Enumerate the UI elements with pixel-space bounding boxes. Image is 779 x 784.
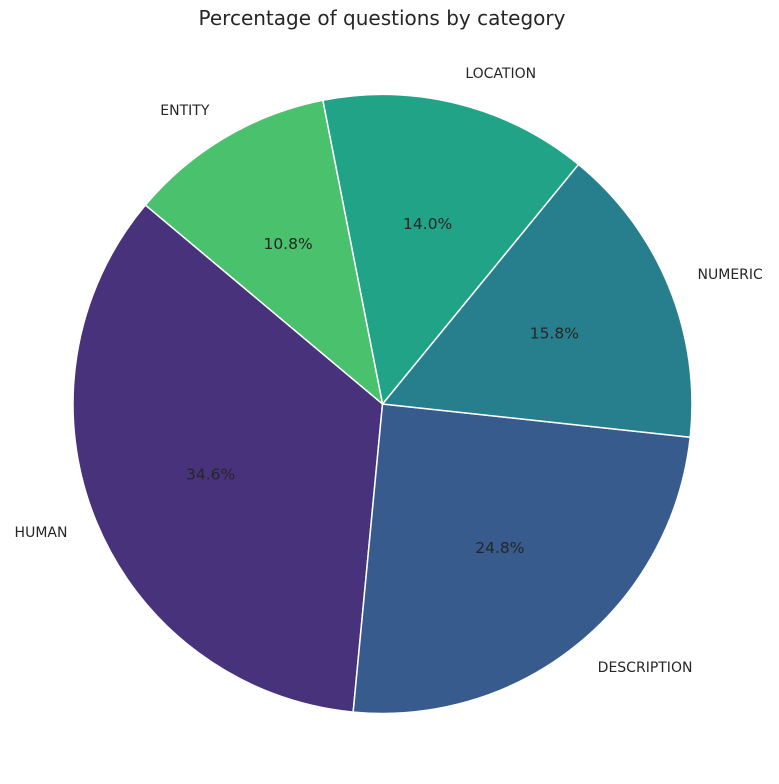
pct-label-location: 14.0%: [403, 215, 452, 233]
pct-label-human: 34.6%: [186, 465, 235, 483]
pct-label-entity: 10.8%: [263, 235, 312, 253]
pie-slice-human: [72, 204, 384, 713]
category-label-numeric: NUMERIC: [698, 267, 764, 283]
pct-label-numeric: 15.8%: [530, 325, 579, 343]
category-label-human: HUMAN: [15, 525, 68, 541]
pie-slice-location: [322, 93, 580, 405]
category-label-location: LOCATION: [465, 66, 536, 82]
pie-slice-description: [352, 403, 691, 715]
pie-slices: [72, 93, 693, 715]
category-label-entity: ENTITY: [160, 103, 210, 119]
pct-label-description: 24.8%: [475, 539, 524, 557]
chart-title: Percentage of questions by category: [199, 6, 566, 30]
pie-slice-entity: [144, 99, 384, 405]
category-label-description: DESCRIPTION: [598, 660, 693, 676]
pie-labels: 34.6% HUMAN 24.8% DESCRIPTION 15.8% NUMERIC 14…: [15, 66, 763, 676]
pie-slice-numeric: [381, 163, 693, 438]
